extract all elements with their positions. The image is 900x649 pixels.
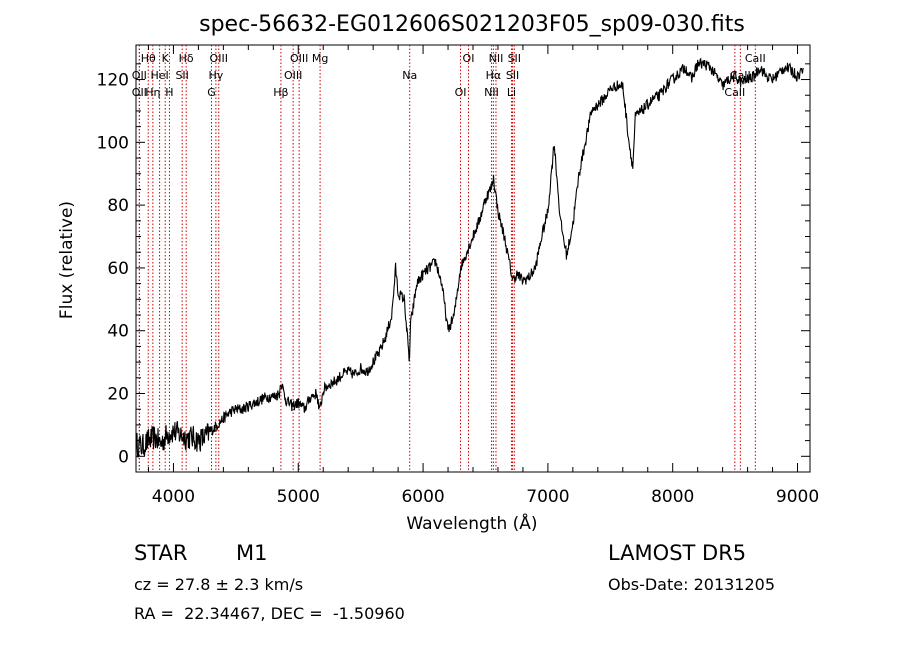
spectrum-line <box>135 57 804 458</box>
x-tick-label-0: 4000 <box>152 487 195 507</box>
coordinates-readout: RA = 22.34467, DEC = -1.50960 <box>134 604 405 623</box>
line-label-27: CaII <box>745 52 766 65</box>
line-label-12: OIII <box>290 52 308 65</box>
line-label-10: Hγ <box>208 69 223 82</box>
line-label-6: Hδ <box>179 52 194 65</box>
line-label-11: G <box>207 86 216 99</box>
line-label-13: OIII <box>284 69 302 82</box>
line-label-21: NII <box>489 52 504 65</box>
x-tick-label-4: 8000 <box>651 487 694 507</box>
line-label-19: Hα <box>486 69 502 82</box>
chart-title: spec-56632-EG012606S021203F05_sp09-030.f… <box>199 12 745 37</box>
line-label-3: K <box>162 52 170 65</box>
y-axis-label: Flux (relative) <box>57 201 77 319</box>
axis-ticks: 4000 5000 6000 7000 8000 9000 0 20 40 60 80 100 120 <box>97 45 819 507</box>
y-tick-label-3: 60 <box>107 259 129 279</box>
object-type: STAR <box>134 541 188 565</box>
line-label-0: Hθ <box>141 52 156 65</box>
line-label-16: Na <box>402 69 417 82</box>
line-label-14: Hβ <box>273 86 288 99</box>
line-label-5: Hη <box>145 86 160 99</box>
line-label-7: SII <box>175 69 188 82</box>
line-label-8: H <box>165 86 173 99</box>
line-label-15: Mg <box>312 52 328 65</box>
y-tick-label-1: 20 <box>107 385 129 405</box>
line-label-23: Li <box>507 86 516 99</box>
observation-date: Obs-Date: 20131205 <box>608 575 776 594</box>
line-label-18: OI <box>463 52 475 65</box>
survey-name: LAMOST DR5 <box>608 541 747 565</box>
line-label-2: OII <box>132 86 147 99</box>
object-subclass: M1 <box>236 541 268 565</box>
line-label-9: OIII <box>210 52 228 65</box>
x-axis-label: Wavelength (Å) <box>406 512 537 534</box>
line-label-20: NII <box>484 86 499 99</box>
line-label-4: HeI <box>150 69 168 82</box>
x-tick-label-2: 6000 <box>401 487 444 507</box>
spectral-line-labels: HθOIIOIIKHeIHηHδSIIHOIIIHγGOIIIOIIIHβMgN… <box>132 52 766 99</box>
line-label-17: OI <box>455 86 467 99</box>
y-tick-label-4: 80 <box>107 196 129 216</box>
line-label-26: CaII <box>724 86 745 99</box>
line-label-24: SII <box>508 52 521 65</box>
spectral-line-markers <box>138 45 756 472</box>
velocity-readout: cz = 27.8 ± 2.3 km/s <box>134 575 304 594</box>
x-tick-label-3: 7000 <box>526 487 569 507</box>
y-tick-label-6: 120 <box>97 71 129 91</box>
y-tick-label-2: 40 <box>107 322 129 342</box>
x-tick-label-1: 5000 <box>277 487 320 507</box>
line-label-1: OII <box>132 69 147 82</box>
x-tick-label-5: 9000 <box>776 487 819 507</box>
line-label-22: SII <box>506 69 519 82</box>
y-tick-label-5: 100 <box>97 133 129 153</box>
y-tick-label-0: 0 <box>118 447 129 467</box>
spectrum-series <box>135 57 804 458</box>
